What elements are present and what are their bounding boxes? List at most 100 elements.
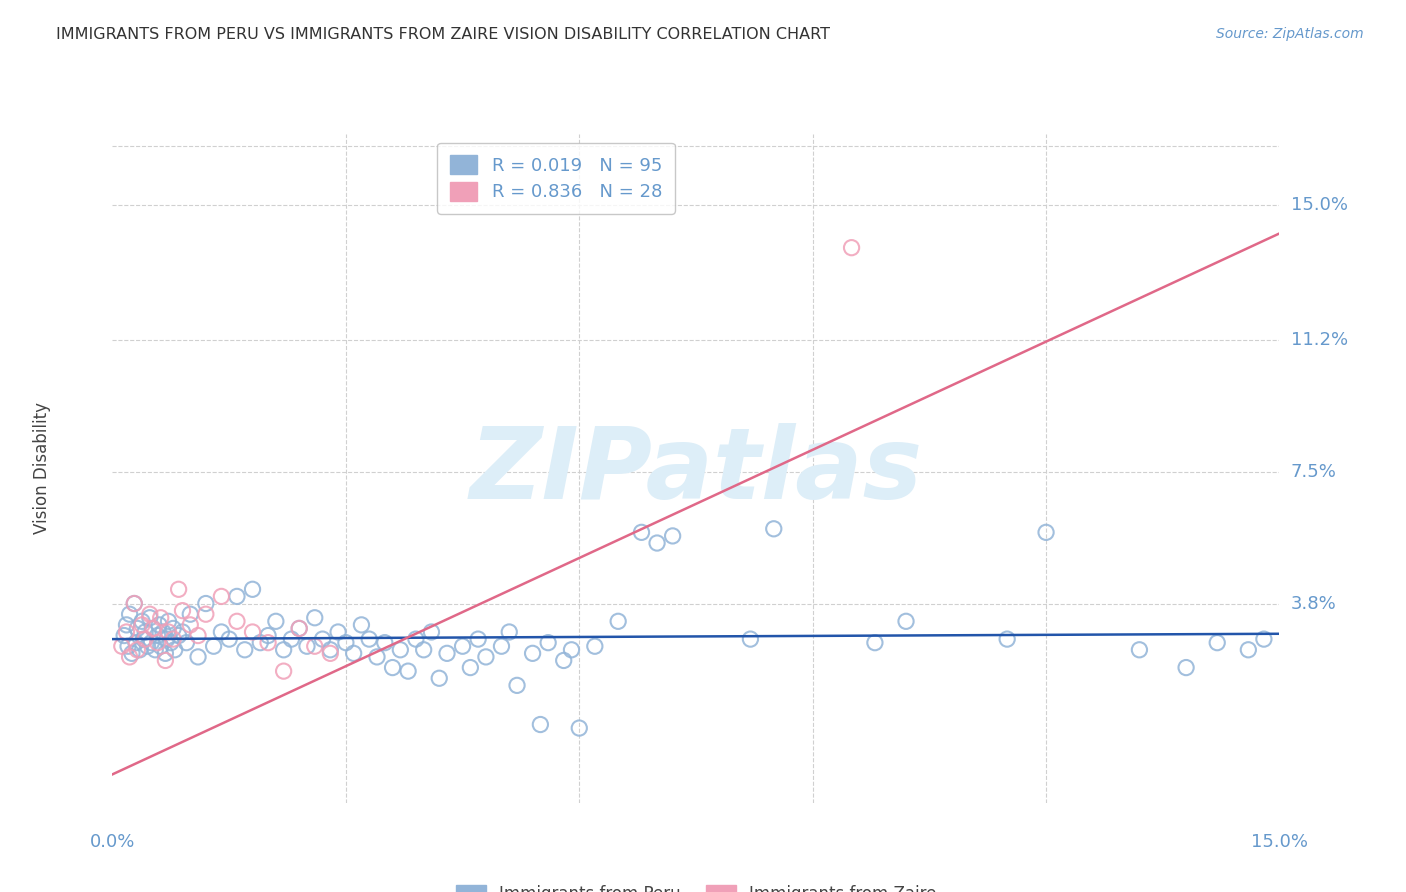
Point xyxy=(1237,642,1260,657)
Point xyxy=(841,241,863,255)
Text: 7.5%: 7.5% xyxy=(1291,463,1337,481)
Point xyxy=(131,618,153,632)
Point xyxy=(522,646,544,660)
Point xyxy=(740,632,762,646)
Point xyxy=(117,639,139,653)
Point xyxy=(412,642,434,657)
Point xyxy=(560,642,582,657)
Point xyxy=(1175,660,1198,674)
Point xyxy=(995,632,1018,646)
Point xyxy=(127,622,149,636)
Point xyxy=(257,628,280,642)
Point xyxy=(506,678,529,692)
Point xyxy=(295,639,318,653)
Point xyxy=(319,642,342,657)
Point xyxy=(894,615,917,629)
Point xyxy=(460,660,482,674)
Point xyxy=(645,536,668,550)
Point xyxy=(122,597,145,611)
Point xyxy=(311,632,333,646)
Point xyxy=(491,639,513,653)
Point xyxy=(115,618,138,632)
Point xyxy=(529,717,551,731)
Point xyxy=(381,660,404,674)
Point xyxy=(233,642,256,657)
Point xyxy=(583,639,606,653)
Text: IMMIGRANTS FROM PERU VS IMMIGRANTS FROM ZAIRE VISION DISABILITY CORRELATION CHAR: IMMIGRANTS FROM PERU VS IMMIGRANTS FROM … xyxy=(56,27,830,42)
Text: Vision Disability: Vision Disability xyxy=(34,402,52,534)
Point xyxy=(146,635,169,649)
Point xyxy=(350,618,373,632)
Point xyxy=(162,632,184,646)
Point xyxy=(139,611,162,625)
Point xyxy=(1206,635,1229,649)
Point xyxy=(762,522,785,536)
Point xyxy=(146,628,169,642)
Point xyxy=(128,642,150,657)
Point xyxy=(374,635,396,649)
Point xyxy=(143,642,166,657)
Point xyxy=(863,635,886,649)
Point xyxy=(172,604,194,618)
Point xyxy=(155,646,177,660)
Point xyxy=(163,642,186,657)
Point xyxy=(630,525,652,540)
Point xyxy=(553,653,575,667)
Point xyxy=(142,622,165,636)
Legend: Immigrants from Peru, Immigrants from Zaire: Immigrants from Peru, Immigrants from Za… xyxy=(449,878,943,892)
Text: Source: ZipAtlas.com: Source: ZipAtlas.com xyxy=(1216,27,1364,41)
Point xyxy=(202,639,225,653)
Point xyxy=(226,615,249,629)
Point xyxy=(162,622,184,636)
Point xyxy=(176,635,198,649)
Point xyxy=(132,632,155,646)
Point xyxy=(607,615,630,629)
Point xyxy=(194,597,217,611)
Point xyxy=(326,625,349,640)
Point xyxy=(396,664,419,678)
Point xyxy=(160,635,183,649)
Point xyxy=(187,649,209,664)
Point xyxy=(420,625,443,640)
Point xyxy=(335,635,357,649)
Point xyxy=(568,721,591,735)
Point xyxy=(366,649,388,664)
Point xyxy=(111,639,134,653)
Point xyxy=(257,635,280,649)
Point xyxy=(218,632,240,646)
Point xyxy=(319,646,342,660)
Text: 15.0%: 15.0% xyxy=(1251,833,1308,851)
Point xyxy=(304,639,326,653)
Point xyxy=(343,646,366,660)
Point xyxy=(112,628,135,642)
Point xyxy=(537,635,560,649)
Point xyxy=(436,646,458,660)
Text: 15.0%: 15.0% xyxy=(1291,196,1347,214)
Point xyxy=(187,628,209,642)
Point xyxy=(242,625,264,640)
Point xyxy=(194,607,217,622)
Point xyxy=(134,625,156,640)
Point xyxy=(467,632,489,646)
Point xyxy=(498,625,520,640)
Point xyxy=(136,639,159,653)
Point xyxy=(134,632,156,646)
Point xyxy=(118,607,141,622)
Point xyxy=(273,664,295,678)
Point xyxy=(475,649,498,664)
Point xyxy=(152,625,174,640)
Point xyxy=(121,646,143,660)
Point xyxy=(1128,642,1150,657)
Point xyxy=(451,639,474,653)
Point xyxy=(149,639,172,653)
Point xyxy=(359,632,381,646)
Point xyxy=(427,671,450,685)
Point xyxy=(280,632,302,646)
Point xyxy=(226,590,249,604)
Point xyxy=(125,635,148,649)
Point xyxy=(131,615,153,629)
Point xyxy=(118,649,141,664)
Point xyxy=(288,622,311,636)
Point xyxy=(172,625,194,640)
Point xyxy=(127,642,149,657)
